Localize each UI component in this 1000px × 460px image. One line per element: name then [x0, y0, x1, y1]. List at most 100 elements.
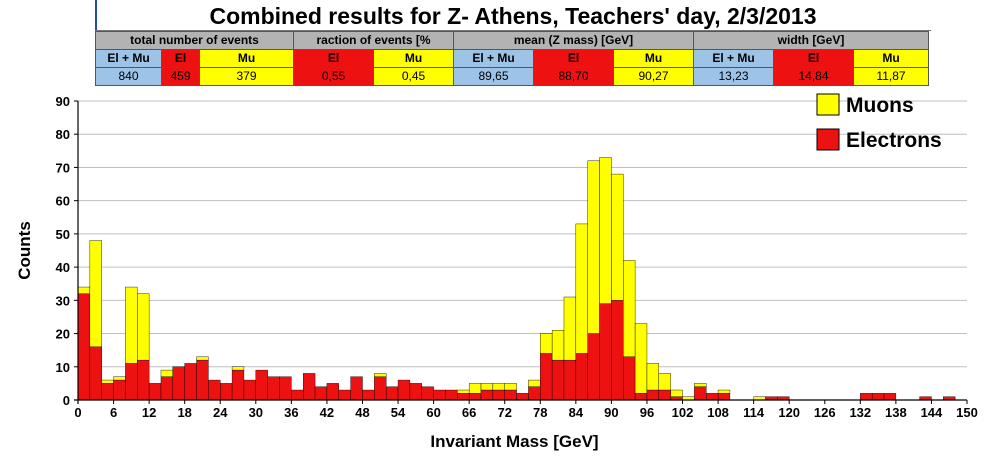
y-tick-label: 30: [56, 293, 70, 308]
x-tick-label: 144: [921, 405, 943, 420]
x-tick-label: 12: [142, 405, 156, 420]
x-tick-label: 30: [249, 405, 263, 420]
x-tick-label: 72: [497, 405, 511, 420]
y-tick-label: 70: [56, 160, 70, 175]
value-fraction-el: 0,55: [293, 67, 374, 86]
bar-muons: [587, 160, 600, 334]
x-tick-label: 108: [707, 405, 729, 420]
value-mean-mu: 90,27: [613, 67, 694, 86]
bar-muons: [160, 369, 174, 377]
bar-electrons: [540, 353, 553, 401]
bar-muons: [231, 366, 245, 371]
x-tick-label: 150: [956, 405, 978, 420]
bar-electrons: [516, 393, 529, 401]
value-width-mu: 11,87: [853, 67, 929, 86]
bar-electrons: [445, 389, 458, 401]
x-axis-label: Invariant Mass [GeV]: [430, 432, 598, 451]
chart-title: Combined results for Z- Athens, Teachers…: [209, 3, 817, 29]
x-tick-label: 24: [213, 405, 228, 420]
value-total-el: 459: [161, 67, 200, 86]
bar-electrons: [267, 376, 280, 401]
x-tick-label: 138: [885, 405, 907, 420]
bar-electrons: [468, 393, 482, 401]
bar-muons: [504, 383, 517, 391]
x-tick-label: 126: [814, 405, 836, 420]
bar-electrons: [89, 346, 102, 401]
y-tick-label: 20: [56, 327, 70, 342]
x-tick-label: 36: [284, 405, 298, 420]
sub-mu: Mu: [373, 49, 454, 68]
x-tick-label: 132: [849, 405, 871, 420]
bar-electrons: [587, 333, 600, 401]
bar-electrons: [291, 389, 304, 401]
bar-muons: [563, 296, 577, 361]
summary-table: total number of events raction of events…: [95, 31, 929, 86]
bar-electrons: [599, 303, 612, 401]
value-total-el-mu: 840: [95, 67, 162, 86]
bar-electrons: [338, 389, 351, 401]
bar-electrons: [172, 366, 185, 401]
sub-el-mu: El + Mu: [95, 49, 162, 68]
bar-electrons: [433, 389, 446, 401]
bar-muons: [717, 389, 731, 394]
y-axis-label: Counts: [15, 221, 34, 280]
bar-electrons: [303, 373, 316, 401]
bar-electrons: [350, 376, 363, 401]
bar-muons: [492, 383, 505, 391]
x-tick-label: 6: [110, 405, 117, 420]
title-accent-bar: [95, 0, 97, 31]
bar-muons: [634, 323, 648, 394]
header-width: width [GeV]: [693, 31, 929, 50]
bar-electrons: [883, 393, 897, 401]
summary-values-row: 840 459 379 0,55 0,45 89,65 88,70 90,27 …: [95, 67, 929, 86]
bar-muons: [528, 379, 541, 387]
sub-el-mu: El + Mu: [693, 49, 774, 68]
bar-muons: [468, 383, 482, 394]
bar-muons: [113, 376, 126, 381]
bar-electrons: [208, 379, 221, 401]
bar-electrons: [611, 300, 624, 401]
bar-electrons: [101, 383, 114, 401]
value-width-el-mu: 13,23: [693, 67, 774, 86]
bar-electrons: [860, 393, 873, 401]
bar-electrons: [385, 386, 399, 401]
x-tick-label: 96: [640, 405, 654, 420]
bar-electrons: [528, 386, 541, 401]
bar-electrons: [125, 363, 138, 401]
bar-muons: [670, 389, 683, 397]
x-tick-label: 48: [355, 405, 369, 420]
bar-electrons: [196, 359, 209, 401]
bar-muons: [540, 333, 553, 354]
bar-muons: [89, 240, 102, 348]
bar-muons: [196, 356, 209, 361]
bar-electrons: [504, 389, 517, 401]
value-total-mu: 379: [199, 67, 294, 86]
sub-mu: Mu: [199, 49, 294, 68]
bar-electrons: [362, 389, 375, 401]
bar-electrons: [871, 393, 885, 401]
bar-muons: [575, 223, 588, 354]
bar-electrons: [243, 379, 257, 401]
value-fraction-mu: 0,45: [373, 67, 454, 86]
legend: Muons Electrons: [816, 93, 942, 152]
bar-electrons: [457, 393, 470, 401]
plot-area: [78, 101, 967, 400]
bar-muons: [137, 293, 150, 361]
bar-electrons: [77, 293, 91, 401]
bar-muons: [125, 286, 138, 364]
bar-electrons: [706, 393, 719, 401]
sub-mu: Mu: [853, 49, 929, 68]
summary-subheader-row: El + Mu El Mu El Mu El + Mu El Mu El + M…: [95, 49, 929, 68]
bar-electrons: [492, 389, 505, 401]
sub-el: El: [533, 49, 614, 68]
bar-electrons: [220, 383, 233, 401]
bar-electrons: [184, 363, 197, 401]
bar-muons: [101, 379, 114, 384]
bar-electrons: [421, 386, 434, 401]
x-tick-label: 42: [320, 405, 334, 420]
header-total-events: total number of events: [95, 31, 294, 50]
bar-electrons: [160, 376, 174, 401]
bar-electrons: [148, 383, 162, 401]
bar-electrons: [551, 359, 565, 401]
legend-label: Electrons: [846, 129, 942, 152]
